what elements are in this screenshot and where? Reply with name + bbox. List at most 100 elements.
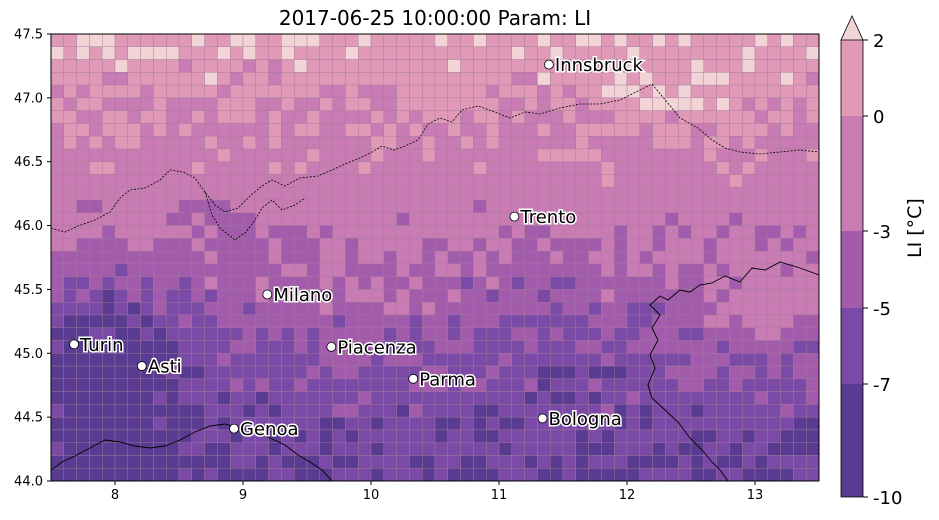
grid-cell (140, 340, 154, 354)
grid-cell (396, 289, 410, 303)
grid-cell (742, 416, 756, 431)
grid-cell (511, 123, 525, 137)
grid-cell (498, 123, 513, 137)
grid-cell (191, 161, 205, 175)
grid-cell (255, 404, 269, 418)
grid-cell (332, 302, 346, 316)
grid-cell (703, 302, 717, 316)
grid-cell (498, 97, 513, 111)
grid-cell (793, 416, 807, 431)
grid-cell (306, 238, 321, 252)
grid-cell (575, 161, 589, 175)
grid-cell (358, 250, 372, 265)
grid-cell (742, 391, 756, 405)
grid-cell (76, 59, 90, 73)
grid-cell (51, 289, 65, 303)
grid-cell (524, 238, 538, 252)
grid-cell (639, 340, 653, 354)
grid-cell (127, 429, 141, 443)
grid-cell (626, 378, 641, 392)
grid-cell (370, 263, 385, 277)
grid-cell (268, 174, 282, 188)
grid-cell (434, 289, 449, 303)
grid-cell (268, 34, 282, 47)
grid-cell (396, 378, 410, 392)
grid-cell (588, 84, 602, 99)
grid-cell (383, 468, 397, 481)
grid-cell (614, 238, 628, 252)
grid-cell (588, 365, 602, 380)
y-tick-label: 46.0 (14, 219, 43, 234)
grid-cell (229, 276, 244, 290)
grid-cell (575, 365, 589, 380)
grid-cell (601, 455, 615, 469)
grid-cell (793, 123, 807, 137)
grid-cell (422, 187, 436, 201)
grid-cell (101, 148, 116, 162)
grid-cell (383, 225, 397, 239)
grid-cell (422, 468, 436, 481)
grid-cell (473, 416, 487, 431)
grid-cell (127, 404, 141, 418)
grid-cell (434, 225, 449, 239)
grid-cell (319, 365, 333, 380)
grid-cell (396, 225, 410, 239)
grid-cell (601, 34, 615, 47)
grid-cell (665, 161, 679, 175)
grid-cell (409, 238, 423, 252)
grid-cell (511, 378, 525, 392)
grid-cell (754, 378, 769, 392)
grid-cell (511, 46, 525, 60)
grid-cell (537, 327, 551, 341)
grid-cell (345, 199, 359, 213)
grid-cell (793, 225, 807, 239)
grid-cell (550, 327, 564, 341)
grid-cell (588, 429, 602, 443)
grid-cell (588, 250, 602, 265)
grid-cell (140, 276, 154, 290)
grid-cell (191, 365, 205, 380)
grid-cell (498, 250, 513, 265)
grid-cell (511, 340, 525, 354)
grid-cell (652, 225, 666, 239)
grid-cell (575, 238, 589, 252)
grid-cell (89, 276, 103, 290)
grid-cell (511, 34, 525, 47)
grid-cell (281, 199, 295, 213)
grid-cell (652, 442, 666, 456)
grid-cell (601, 391, 615, 405)
grid-cell (127, 327, 141, 341)
grid-cell (127, 174, 141, 188)
grid-cell (460, 174, 474, 188)
grid-cell (806, 123, 819, 137)
grid-cell (268, 365, 282, 380)
grid-cell (780, 97, 794, 111)
grid-cell (678, 404, 692, 418)
grid-cell (268, 391, 282, 405)
grid-cell (89, 110, 103, 124)
grid-cell (703, 442, 717, 456)
grid-cell (127, 135, 141, 150)
grid-cell (460, 34, 474, 47)
grid-cell (255, 161, 269, 175)
grid-cell (486, 123, 500, 137)
grid-cell (537, 378, 551, 392)
grid-cell (101, 110, 116, 124)
city-label: Bologna (549, 409, 622, 430)
grid-cell (665, 365, 679, 380)
grid-cell (716, 442, 730, 456)
grid-cell (473, 327, 487, 341)
grid-cell (703, 34, 717, 47)
colorbar-segment (841, 231, 863, 308)
grid-cell (63, 84, 77, 99)
grid-cell (422, 46, 436, 60)
grid-cell (76, 263, 90, 277)
grid-cell (537, 123, 551, 137)
grid-cell (178, 199, 193, 213)
grid-cell (370, 148, 385, 162)
grid-cell (178, 263, 193, 277)
grid-cell (626, 225, 641, 239)
grid-cell (601, 429, 615, 443)
grid-cell (89, 314, 103, 328)
grid-cell (332, 468, 346, 481)
